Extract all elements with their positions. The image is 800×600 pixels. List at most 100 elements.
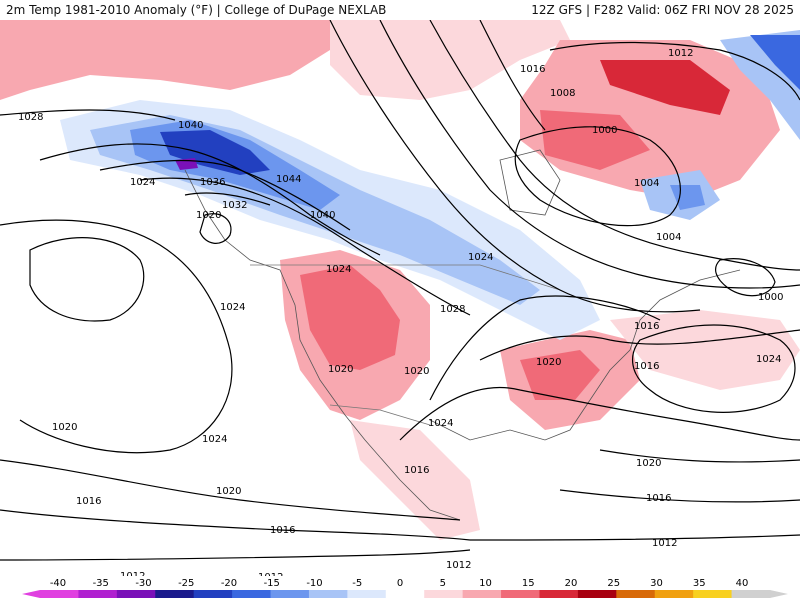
colorbar-swatch [116,590,156,598]
isobar-label: 1016 [270,525,295,536]
warm-region-west-us-core [300,265,400,370]
colorbar-swatch [385,590,425,598]
isobar-label: 1040 [310,210,335,221]
isobar-label: 1024 [220,302,245,313]
colorbar-tick-label: 10 [479,578,492,589]
colorbar-tick-label: 20 [565,578,578,589]
colorbar-swatch [693,590,733,598]
colorbar-swatch [40,590,79,598]
colorbar-swatch [270,590,310,598]
colorbar-swatches [22,590,788,598]
warm-region-southeast-core [520,350,600,400]
isobar-label: 1016 [646,493,671,504]
colorbar-swatch [539,590,579,598]
isobar-label: 1020 [216,486,241,497]
colorbar-swatch [654,590,694,598]
weather-map: 1028 1040 1024 1036 1020 1032 1044 1040 … [0,20,800,576]
isobar-label: 1004 [656,232,681,243]
isobar-label: 1020 [636,458,661,469]
us-canada-border [250,264,561,291]
warm-anomaly-areas [0,20,800,540]
colorbar-tick-label: -20 [221,578,237,589]
colorbar-tick-label: -30 [135,578,151,589]
colorbar-swatch [424,590,464,598]
isobar-label: 1008 [550,88,575,99]
colorbar-tick-labels: -40 -35 -30 -25 -20 -15 -10 -5 0 5 10 15 20 25 30 35 40 [50,578,749,589]
isobar-label: 1032 [222,200,247,211]
isobar-label: 1024 [202,434,227,445]
isobar-label: 1028 [440,304,465,315]
isobar-label: 1040 [178,120,203,131]
isobar-label: 1016 [76,496,101,507]
cold-region-hudson-core [670,185,705,210]
warm-region-arctic [0,20,340,100]
colorbar-tick-label: 5 [440,578,446,589]
cold-anomaly-areas [60,30,800,340]
colorbar-swatch [193,590,233,598]
isobar-label: 1012 [446,560,471,571]
isobar-label: 1044 [276,174,301,185]
colorbar-swatch [731,590,771,598]
colorbar-swatch [501,590,540,598]
isobar-label: 1016 [404,465,429,476]
isobar-labels: 1028 1040 1024 1036 1020 1032 1044 1040 … [18,48,783,576]
us-mexico-border [329,404,431,426]
colorbar-swatch [616,590,656,598]
colorbar-tick-label: 35 [693,578,706,589]
colorbar-tick-label: -40 [50,578,66,589]
colorbar-tick-label: -5 [352,578,362,589]
hudson-bay [499,149,561,216]
colorbar-tick-label: -35 [93,578,109,589]
colorbar-tick-label: 0 [397,578,403,589]
colorbar-left-arrow [22,590,40,598]
colorbar-swatch [78,590,118,598]
isobar-label: 1036 [200,177,225,188]
colorbar-swatch [155,590,195,598]
colorbar-tick-label: 25 [607,578,620,589]
isobar-label: 1020 [404,366,429,377]
isobar-label: 1016 [634,361,659,372]
colorbar-tick-label: -25 [178,578,194,589]
colorbar-swatch [232,590,272,598]
header-bar: 2m Temp 1981-2010 Anomaly (°F) | College… [0,0,800,20]
colorbar-right-arrow [770,590,788,598]
isobar-label: 1000 [758,292,783,303]
cold-region-deep [160,130,270,175]
warm-region-greenland-core [600,60,730,115]
isobar-label: 1020 [328,364,353,375]
isobar-label: 1020 [196,210,221,221]
isobar-label: 1016 [520,64,545,75]
cold-region-east-pacific-core [750,35,800,90]
isobar-label: 1020 [536,357,561,368]
isobar-label: 1024 [130,177,155,188]
model-run-title: 12Z GFS | F282 Valid: 06Z FRI NOV 28 202… [531,3,794,17]
isobar-label: 1024 [468,252,493,263]
isobar-label: 1016 [634,321,659,332]
warm-region-baffin [540,110,650,170]
warm-region-mexico [350,420,480,540]
colorbar-tick-label: 30 [650,578,663,589]
colorbar-tick-label: 40 [736,578,749,589]
isobar-label: 1004 [634,178,659,189]
isobar-label: 1012 [120,571,145,576]
east-coast [589,269,741,401]
temperature-colorbar: -40 -35 -30 -25 -20 -15 -10 -5 0 5 10 15 20 25 30 35 40 [22,578,788,598]
isobars [0,20,800,561]
isobar-label: 1020 [52,422,77,433]
product-title: 2m Temp 1981-2010 Anomaly (°F) | College… [6,3,387,17]
isobar-label: 1012 [258,572,283,576]
colorbar-swatch [347,590,387,598]
isobar-label: 1000 [592,125,617,136]
gulf-coast [429,399,591,441]
colorbar-swatch [462,590,502,598]
colorbar-tick-label: 15 [522,578,535,589]
isobar-label: 1012 [668,48,693,59]
colorbar-tick-label: -10 [306,578,322,589]
isobar-label: 1012 [652,538,677,549]
isobar-label: 1024 [428,418,453,429]
colorbar-swatch [308,590,348,598]
colorbar-tick-label: -15 [264,578,280,589]
isobar-label: 1024 [326,264,351,275]
colorbar-swatch [577,590,617,598]
isobar-label: 1024 [756,354,781,365]
